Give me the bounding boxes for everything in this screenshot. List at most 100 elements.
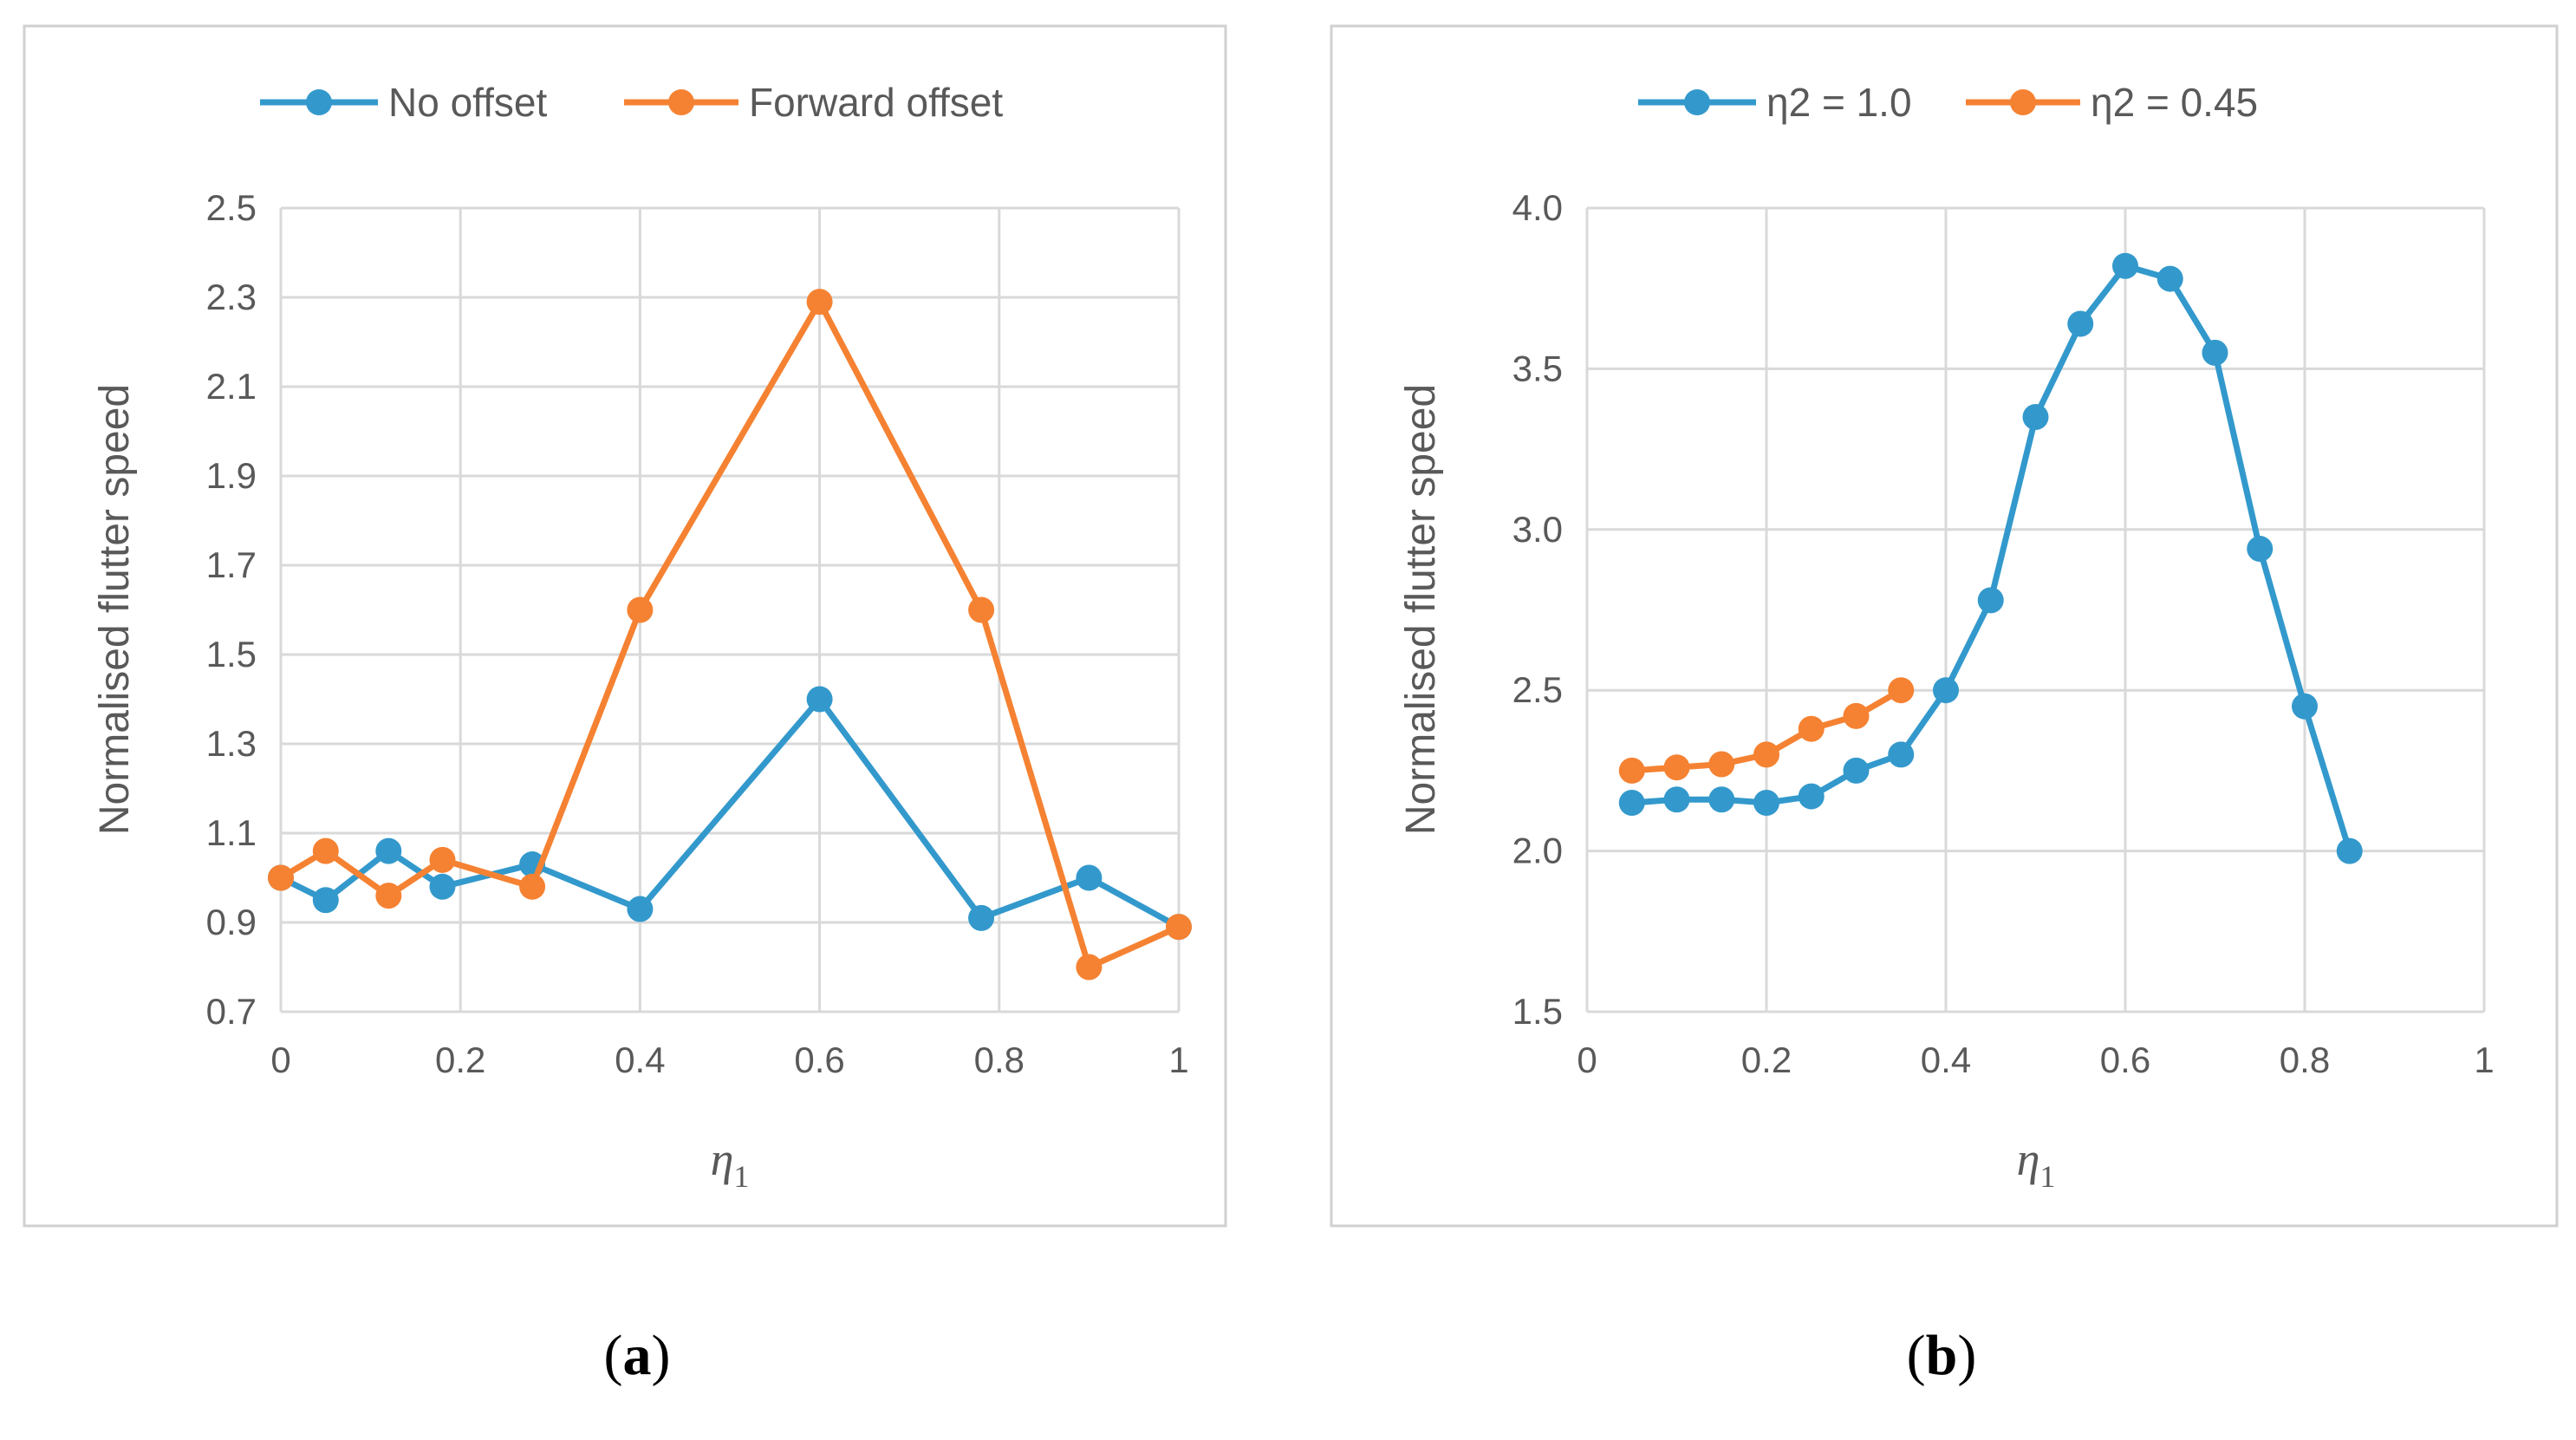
y-tick-label: 2.0 <box>1512 831 1563 871</box>
data-point <box>312 837 339 864</box>
data-point <box>1618 757 1645 784</box>
data-point <box>2336 837 2363 864</box>
data-point <box>1708 751 1735 778</box>
data-point <box>375 883 402 909</box>
data-point <box>2247 536 2274 563</box>
x-axis-subscript: 1 <box>2039 1159 2055 1194</box>
data-point <box>1708 786 1735 813</box>
data-point <box>1753 789 1779 816</box>
legend-item: Forward offset <box>624 80 1003 125</box>
x-axis-symbol: η <box>2017 1133 2040 1185</box>
legend-label: η2 = 1.0 <box>1766 80 1912 125</box>
y-tick-label: 4.0 <box>1512 187 1563 228</box>
x-tick-label: 0.8 <box>2280 1039 2330 1080</box>
data-point <box>1663 786 1690 813</box>
legend-label: No offset <box>388 80 547 125</box>
legend-label: η2 = 0.45 <box>2091 80 2258 125</box>
legend-marker <box>1684 89 1710 115</box>
figure-caption: (a) <box>604 1324 671 1387</box>
x-tick-label: 0.8 <box>974 1039 1025 1080</box>
legend-marker <box>2010 89 2036 115</box>
data-point <box>312 887 339 914</box>
data-point <box>2112 252 2138 279</box>
x-tick-label: 0.6 <box>2100 1039 2150 1080</box>
data-point <box>1753 741 1779 768</box>
x-tick-label: 0 <box>270 1039 290 1080</box>
x-axis-label: η1 <box>711 1133 750 1194</box>
y-tick-label: 0.7 <box>206 991 257 1032</box>
data-point <box>1166 914 1192 941</box>
data-point <box>968 596 995 623</box>
y-tick-label: 2.5 <box>1512 669 1563 710</box>
data-point <box>1076 954 1103 981</box>
data-point <box>429 846 456 873</box>
caption-open-paren: ( <box>1907 1324 1926 1387</box>
data-point <box>1933 677 1959 704</box>
y-tick-label: 2.3 <box>206 277 257 317</box>
data-point <box>806 289 833 316</box>
y-tick-label: 1.5 <box>1512 991 1563 1032</box>
chart-frame <box>1330 24 2559 1228</box>
legend-item: η2 = 0.45 <box>1966 80 2258 125</box>
chart-b: 1.5 2.0 2.5 3.0 3.5 4.0 0 0.2 0.4 0.6 0.8 1 Normalis… <box>1330 24 2559 1228</box>
x-axis-symbol: η <box>711 1133 734 1185</box>
data-point <box>519 873 546 900</box>
x-tick-label: 1 <box>1168 1039 1188 1080</box>
x-tick-label: 0.4 <box>615 1039 665 1080</box>
y-tick-label: 1.7 <box>206 544 257 585</box>
y-tick-label: 1.1 <box>206 812 257 853</box>
data-point <box>268 864 294 891</box>
data-point <box>1798 783 1825 810</box>
x-tick-label: 0 <box>1577 1039 1597 1080</box>
data-point <box>1798 715 1825 742</box>
y-tick-label: 3.5 <box>1512 348 1563 388</box>
data-point <box>627 596 654 623</box>
data-point <box>968 904 995 931</box>
data-point <box>1843 702 1870 729</box>
y-axis-label: Normalised flutter speed <box>92 384 138 835</box>
caption-open-paren: ( <box>604 1324 623 1387</box>
x-tick-label: 0.2 <box>1741 1039 1792 1080</box>
data-point <box>2067 310 2094 337</box>
data-point <box>1843 757 1870 784</box>
y-tick-label: 3.0 <box>1512 509 1563 550</box>
y-tick-label: 1.3 <box>206 723 257 764</box>
chart-a: 0.7 0.9 1.1 1.3 1.5 1.7 1.9 2.1 2.3 2.5 0 0.2 0.4 0.6… <box>23 24 1227 1228</box>
data-point <box>2292 693 2318 720</box>
y-axis-label: Normalised flutter speed <box>1398 384 1444 835</box>
y-tick-label: 0.9 <box>206 902 257 942</box>
data-point <box>1618 789 1645 816</box>
y-tick-label: 1.9 <box>206 455 257 496</box>
x-axis-subscript: 1 <box>733 1159 749 1194</box>
x-axis-label: η1 <box>2017 1133 2056 1194</box>
data-point <box>1977 587 2004 614</box>
caption-close-paren: ) <box>1957 1324 1976 1387</box>
data-point <box>429 873 456 900</box>
chart-frame <box>23 24 1227 1228</box>
legend-marker <box>668 89 694 115</box>
series-line <box>277 298 1182 970</box>
data-point <box>2202 339 2228 366</box>
data-point <box>1076 864 1103 891</box>
y-tick-label: 1.5 <box>206 634 257 674</box>
caption-letter: b <box>1926 1324 1958 1387</box>
caption-close-paren: ) <box>652 1324 671 1387</box>
legend-item: η2 = 1.0 <box>1638 80 1912 125</box>
data-point <box>375 837 402 864</box>
data-point <box>1663 754 1690 781</box>
data-point <box>2022 404 2049 431</box>
y-tick-label: 2.1 <box>206 366 257 407</box>
x-tick-label: 0.4 <box>1921 1039 1971 1080</box>
data-point <box>806 686 833 713</box>
figure-caption: (b) <box>1907 1324 1977 1387</box>
data-point <box>627 896 654 922</box>
caption-letter: a <box>623 1324 652 1387</box>
data-point <box>1888 741 1915 768</box>
x-tick-label: 0.2 <box>435 1039 485 1080</box>
x-tick-label: 1 <box>2474 1039 2494 1080</box>
legend-item: No offset <box>260 80 547 125</box>
data-point <box>2156 265 2183 292</box>
y-tick-label: 2.5 <box>206 187 257 228</box>
legend-marker <box>306 89 332 115</box>
